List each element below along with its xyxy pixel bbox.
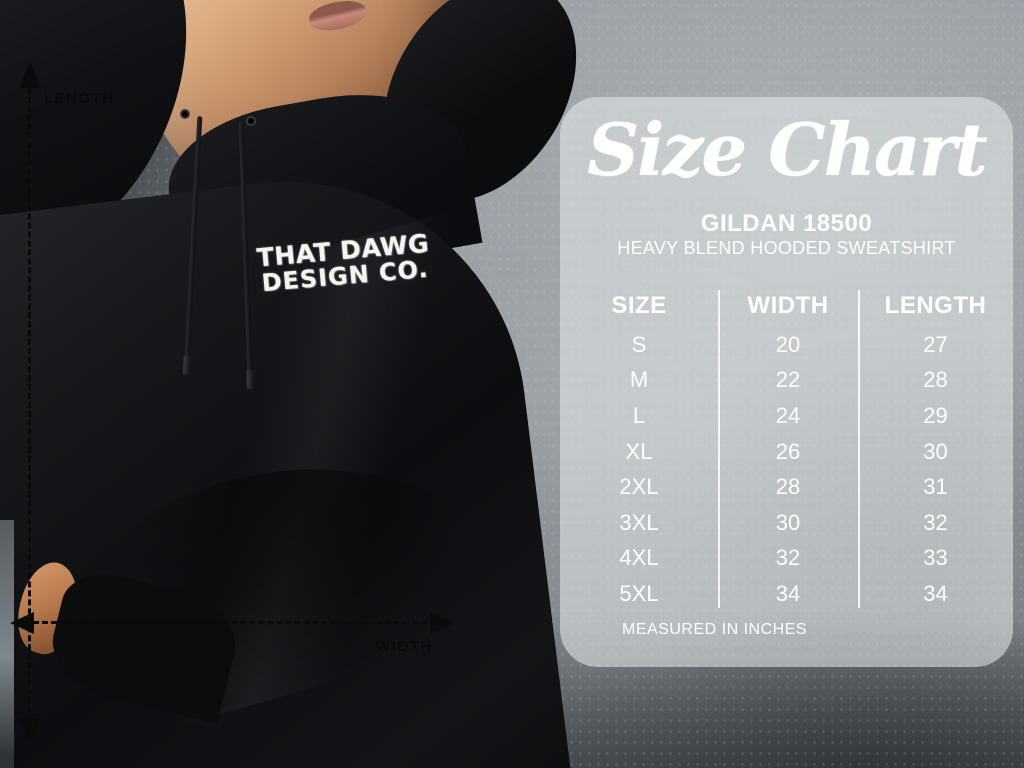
table-row: 4XL 32 33 xyxy=(560,541,1013,577)
length-cell: 29 xyxy=(923,402,948,428)
width-cell: 28 xyxy=(775,474,801,500)
size-cell: 4XL xyxy=(619,545,659,571)
length-label: LENGTH xyxy=(44,90,115,107)
length-cell: 33 xyxy=(923,545,948,571)
width-cell: 30 xyxy=(775,509,801,535)
size-cell: 5XL xyxy=(619,580,659,606)
size-cell: M xyxy=(629,367,649,393)
width-cell: 32 xyxy=(775,545,801,571)
length-measure-line xyxy=(28,88,31,722)
drawstring-grommet xyxy=(180,109,190,119)
length-cell: 31 xyxy=(923,474,948,500)
width-cell: 22 xyxy=(775,367,801,393)
table-row: L 24 29 xyxy=(560,398,1013,434)
size-table: SIZE WIDTH LENGTH S 20 27 M 22 28 L 24 2… xyxy=(560,285,1013,612)
width-label: WIDTH xyxy=(376,638,433,655)
footnote: MEASURED IN INCHES xyxy=(622,621,808,638)
arrow-up-icon xyxy=(19,62,41,88)
arrow-right-icon xyxy=(430,612,454,634)
header-size: SIZE xyxy=(611,292,667,319)
table-row: XL 26 30 xyxy=(560,434,1013,470)
width-cell: 20 xyxy=(775,331,801,357)
header-width: WIDTH xyxy=(747,292,829,319)
drawstring-grommet xyxy=(246,116,256,126)
size-cell: 3XL xyxy=(619,509,659,535)
length-cell: 28 xyxy=(923,367,948,393)
size-chart-title: Size Chart xyxy=(587,107,988,192)
width-cell: 34 xyxy=(775,580,801,606)
size-chart-panel: Size Chart GILDAN 18500 HEAVY BLEND HOOD… xyxy=(560,97,1013,667)
length-cell: 30 xyxy=(923,438,948,464)
table-row: 5XL 34 34 xyxy=(560,576,1013,612)
wall-edge xyxy=(0,520,14,768)
table-row: 3XL 30 32 xyxy=(560,505,1013,541)
column-divider xyxy=(718,290,720,608)
length-cell: 34 xyxy=(923,580,948,606)
width-cell: 24 xyxy=(775,402,801,428)
size-cell: XL xyxy=(625,438,653,464)
width-measure-line xyxy=(24,621,436,624)
arrow-left-icon xyxy=(10,612,34,634)
column-divider xyxy=(858,290,860,608)
arrow-down-icon xyxy=(19,718,41,744)
size-cell: L xyxy=(632,402,646,428)
product-line: HEAVY BLEND HOODED SWEATSHIRT xyxy=(617,238,956,258)
table-row: M 22 28 xyxy=(560,363,1013,399)
header-length: LENGTH xyxy=(884,292,987,319)
table-row: 2XL 28 31 xyxy=(560,469,1013,505)
width-cell: 26 xyxy=(775,438,801,464)
table-row: S 20 27 xyxy=(560,327,1013,363)
size-cell: S xyxy=(631,331,647,357)
table-header-row: SIZE WIDTH LENGTH xyxy=(560,285,1013,327)
brand-line: GILDAN 18500 xyxy=(700,210,873,237)
length-cell: 32 xyxy=(923,509,948,535)
length-cell: 27 xyxy=(923,331,948,357)
size-cell: 2XL xyxy=(619,474,659,500)
